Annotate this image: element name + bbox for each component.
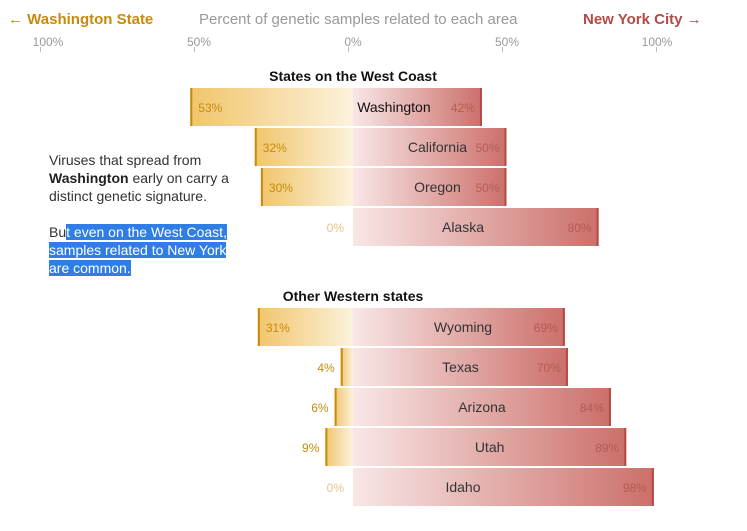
state-label-oregon: Oregon [414, 179, 461, 195]
washington-bar-arizona [334, 388, 353, 426]
annotation-text: Viruses that spread from [49, 152, 202, 168]
section-title-other-western: Other Western states [282, 288, 424, 304]
new-york-value-label: 50% [475, 181, 499, 195]
washington-value-label: 4% [317, 361, 335, 375]
section-title-west-coast: States on the West Coast [269, 68, 437, 84]
washington-value-label: 53% [198, 101, 222, 115]
tick-mark [194, 47, 195, 52]
new-york-bar-edge [651, 468, 654, 506]
bars-layer: 53% 42% Washington 32% 50% California 30% 50% Or… [190, 88, 654, 506]
new-york-bar-utah [353, 428, 627, 466]
new-york-bar-edge [565, 348, 568, 386]
state-label-arizona: Arizona [458, 399, 506, 415]
tick-mark [40, 47, 41, 52]
new-york-value-label: 89% [595, 441, 619, 455]
state-label-wyoming: Wyoming [434, 319, 492, 335]
state-label-california: California [408, 139, 467, 155]
new-york-bar-edge [479, 88, 482, 126]
state-label-alaska: Alaska [442, 219, 484, 235]
annotation-paragraph-1: Viruses that spread from Washington earl… [49, 151, 234, 205]
new-york-bar-edge [562, 308, 565, 346]
tick-label: 0% [344, 35, 362, 49]
washington-bar-edge [260, 168, 263, 206]
new-york-bar-edge [596, 208, 599, 246]
new-york-bar-alaska [353, 208, 599, 246]
washington-bar-edge [340, 348, 343, 386]
washington-bar-oregon [260, 168, 353, 206]
washington-bar-edge [257, 308, 260, 346]
tick-mark [348, 47, 349, 52]
tick-mark [502, 47, 503, 52]
new-york-bar-texas [353, 348, 568, 386]
new-york-bar-wyoming [353, 308, 565, 346]
washington-bar-edge [254, 128, 257, 166]
new-york-bar-oregon [353, 168, 507, 206]
tick-label: 50% [494, 35, 520, 49]
washington-direction-label: ← Washington State [8, 11, 154, 28]
washington-value-label: 31% [266, 321, 290, 335]
new-york-value-label: 80% [568, 221, 592, 235]
annotation-bold: Washington [49, 170, 129, 186]
new-york-bar-washington [353, 88, 482, 126]
new-york-bar-arizona [353, 388, 611, 426]
tick-label: 100% [32, 35, 64, 49]
washington-value-label: 9% [302, 441, 320, 455]
annotation-paragraph-2[interactable]: But even on the West Coast, samples rela… [49, 223, 234, 277]
tick-mark [656, 47, 657, 52]
washington-value-label: 0% [327, 221, 345, 235]
state-label-utah: Utah [475, 439, 505, 455]
washington-bar-texas [340, 348, 353, 386]
new-york-value-label: 98% [623, 481, 647, 495]
new-york-bar-edge [608, 388, 611, 426]
washington-bar-washington [190, 88, 353, 126]
washington-bar-edge [334, 388, 337, 426]
washington-value-label: 30% [269, 181, 293, 195]
new-york-direction-label: New York City → [583, 11, 702, 28]
new-york-value-label: 50% [475, 141, 499, 155]
washington-bar-california [254, 128, 353, 166]
new-york-bar-california [353, 128, 507, 166]
tick-label: 100% [641, 35, 673, 49]
washington-value-label: 6% [311, 401, 329, 415]
new-york-bar-edge [504, 128, 507, 166]
tick-label: 50% [186, 35, 212, 49]
annotation-text: early on carry a distinct genetic signat… [49, 170, 229, 204]
state-label-texas: Texas [442, 359, 479, 375]
new-york-bar-edge [504, 168, 507, 206]
new-york-value-label: 84% [580, 401, 604, 415]
washington-value-label: 0% [327, 481, 345, 495]
washington-bar-wyoming [257, 308, 353, 346]
new-york-value-label: 70% [537, 361, 561, 375]
state-label-idaho: Idaho [445, 479, 480, 495]
new-york-bar-idaho [353, 468, 654, 506]
annotation-text: Bu [49, 224, 67, 240]
new-york-value-label: 42% [451, 101, 475, 115]
new-york-bar-edge [624, 428, 627, 466]
washington-bar-edge [190, 88, 193, 126]
new-york-value-label: 69% [534, 321, 558, 335]
washington-bar-edge [325, 428, 328, 466]
washington-value-label: 32% [263, 141, 287, 155]
state-label-washington: Washington [357, 99, 430, 115]
washington-bar-utah [325, 428, 353, 466]
axis-title: Percent of genetic samples related to ea… [199, 11, 518, 28]
